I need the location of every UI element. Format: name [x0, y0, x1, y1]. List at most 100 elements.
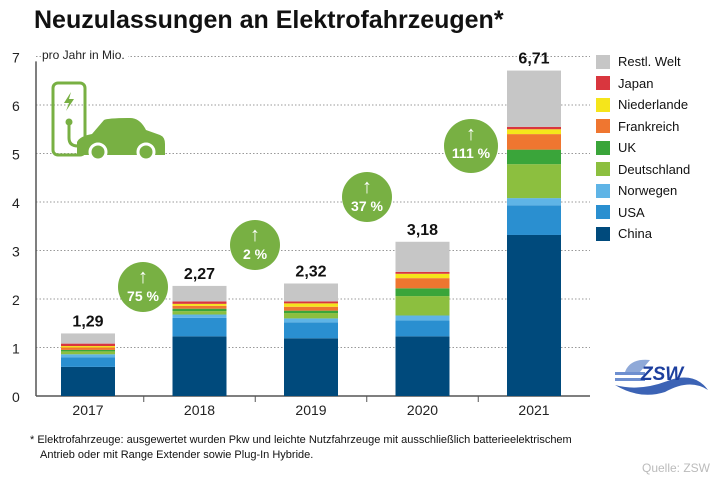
bar-segment-usa — [395, 320, 450, 337]
bar-segment-frankreich — [507, 134, 561, 150]
bar-segment-norwegen — [172, 314, 227, 318]
bar-segment-deutschland — [507, 164, 561, 199]
legend-label: Deutschland — [618, 161, 691, 177]
y-tick-label: 1 — [12, 341, 20, 357]
bar-segment-china — [61, 366, 115, 396]
legend-item: USA — [596, 202, 690, 224]
y-tick-label: 3 — [12, 244, 20, 260]
bar-segment-usa — [284, 322, 338, 339]
bar-segment-deutschland — [395, 296, 450, 316]
chart-title: Neuzulassungen an Elektrofahrzeugen* — [34, 6, 504, 34]
bar-segment-china — [395, 336, 450, 396]
bar-segment-uk — [507, 149, 561, 165]
bar-segment-restl-welt — [507, 70, 561, 127]
bar-segment-japan — [172, 301, 227, 304]
bar-segment-usa — [507, 205, 561, 235]
arrow-up-icon: ↑ — [138, 266, 148, 288]
y-tick-label: 5 — [12, 147, 20, 163]
y-tick-label: 2 — [12, 292, 20, 308]
y-tick-label: 0 — [12, 389, 20, 405]
legend-label: China — [618, 226, 652, 242]
bar-segment-frankreich — [284, 306, 338, 311]
bar-segment-restl-welt — [395, 241, 450, 272]
bar-segment-niederlande — [507, 129, 561, 135]
legend-swatch — [596, 119, 610, 134]
footnote: * Elektrofahrzeuge: ausgewertet wurden P… — [30, 433, 572, 463]
legend-swatch — [596, 162, 610, 177]
legend-swatch — [596, 205, 610, 220]
bar-segment-uk — [395, 288, 450, 297]
growth-badge: ↑ 37 % — [342, 172, 392, 222]
growth-value: 2 % — [242, 246, 268, 262]
bar-segment-niederlande — [284, 303, 338, 307]
x-tick-label: 2020 — [407, 402, 438, 418]
legend-label: UK — [618, 140, 637, 156]
y-tick-label: 7 — [12, 50, 20, 66]
bar-segment-japan — [284, 301, 338, 304]
legend-item: China — [596, 223, 690, 245]
bar-segment-niederlande — [61, 346, 115, 348]
growth-value: 111 % — [451, 145, 491, 161]
growth-badge: ↑ 75 % — [118, 262, 168, 312]
legend: Restl. Welt Japan Niederlande Frankreich UK D… — [596, 51, 690, 245]
bar-segment-deutschland — [172, 311, 227, 315]
legend-item: UK — [596, 137, 690, 159]
legend-item: Frankreich — [596, 116, 690, 138]
bar-segment-norwegen — [61, 354, 115, 358]
legend-swatch — [596, 76, 610, 91]
bar-segment-niederlande — [395, 273, 450, 279]
legend-label: Niederlande — [618, 97, 689, 113]
legend-label: USA — [618, 204, 645, 220]
legend-item: Japan — [596, 73, 690, 95]
arrow-up-icon: ↑ — [250, 224, 260, 246]
source-label: Quelle: ZSW — [641, 461, 710, 475]
total-label: 2,32 — [295, 263, 326, 280]
bar-segment-frankreich — [395, 278, 450, 289]
bar-segment-restl-welt — [284, 283, 338, 302]
legend-swatch — [596, 226, 610, 241]
bar-segment-china — [172, 336, 227, 396]
bar-segment-japan — [61, 343, 115, 347]
legend-item: Norwegen — [596, 180, 690, 202]
x-tick-label: 2019 — [295, 402, 326, 418]
legend-label: Japan — [618, 75, 654, 91]
bar-segment-niederlande — [172, 303, 227, 306]
legend-swatch — [596, 183, 610, 198]
x-tick-label: 2017 — [72, 402, 103, 418]
unit-label: pro Jahr in Mio. — [42, 48, 128, 62]
x-tick-label: 2018 — [184, 402, 215, 418]
growth-badge: ↑ 2 % — [230, 220, 280, 270]
legend-item: Niederlande — [596, 94, 690, 116]
bar-segment-usa — [61, 357, 115, 367]
bar-segment-frankreich — [61, 347, 115, 350]
bar-segment-deutschland — [61, 351, 115, 355]
bar-segment-japan — [395, 271, 450, 274]
y-tick-label: 4 — [12, 195, 20, 211]
total-label: 6,71 — [518, 51, 549, 68]
growth-badge: ↑ 111 % — [444, 119, 498, 173]
footnote-line: * Elektrofahrzeuge: ausgewertet wurden P… — [30, 434, 572, 446]
total-label: 1,29 — [72, 313, 103, 330]
legend-swatch — [596, 54, 610, 69]
bar-segment-usa — [172, 317, 227, 337]
legend-item: Deutschland — [596, 159, 690, 181]
total-label: 3,18 — [407, 222, 438, 239]
legend-swatch — [596, 140, 610, 155]
bar-segment-uk — [61, 349, 115, 352]
bar-segment-restl-welt — [61, 333, 115, 344]
bar-segment-norwegen — [507, 198, 561, 206]
bar-segment-restl-welt — [172, 285, 227, 302]
bar-segment-norwegen — [284, 318, 338, 323]
bar-segment-japan — [507, 126, 561, 130]
bar-segment-uk — [284, 310, 338, 314]
total-label: 2,27 — [184, 266, 215, 283]
legend-label: Norwegen — [618, 183, 678, 199]
bar-segment-china — [507, 234, 561, 396]
bar-segment-deutschland — [284, 313, 338, 319]
bar-segment-china — [284, 338, 338, 396]
bar-segment-uk — [172, 308, 227, 312]
bar-segment-norwegen — [395, 315, 450, 321]
legend-item: Restl. Welt — [596, 51, 690, 73]
growth-value: 75 % — [127, 288, 159, 304]
